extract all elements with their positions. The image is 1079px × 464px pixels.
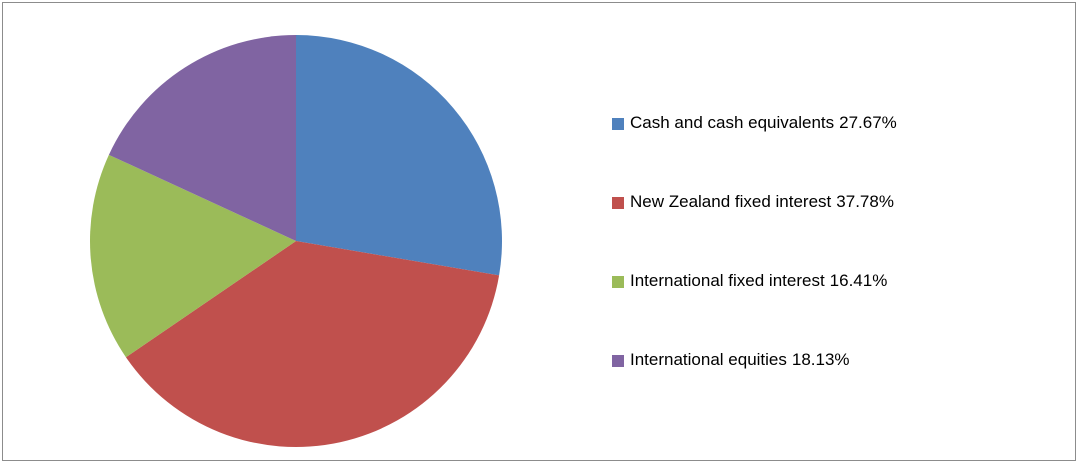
pie-slice	[89, 154, 296, 358]
legend-category: New Zealand fixed interest	[630, 192, 832, 211]
legend-value: 27.67%	[839, 113, 897, 132]
legend-category: Cash and cash equivalents	[630, 113, 834, 132]
legend-label: Cash and cash equivalents 27.67%	[630, 113, 897, 132]
legend-swatch	[612, 276, 624, 288]
legend-value: 16.41%	[830, 271, 888, 290]
legend-label: International fixed interest 16.41%	[630, 271, 887, 290]
legend-value: 18.13%	[792, 350, 850, 369]
legend-category: International equities	[630, 350, 787, 369]
legend-label: International equities 18.13%	[630, 350, 850, 369]
legend-category: International fixed interest	[630, 271, 825, 290]
pie-slice	[296, 35, 502, 276]
legend-value: 37.78%	[836, 192, 894, 211]
legend-swatch	[612, 355, 624, 367]
legend-label: New Zealand fixed interest 37.78%	[630, 192, 894, 211]
pie-slice	[125, 241, 500, 447]
legend-swatch	[612, 118, 624, 130]
pie-slice	[108, 35, 296, 241]
legend-swatch	[612, 197, 624, 209]
